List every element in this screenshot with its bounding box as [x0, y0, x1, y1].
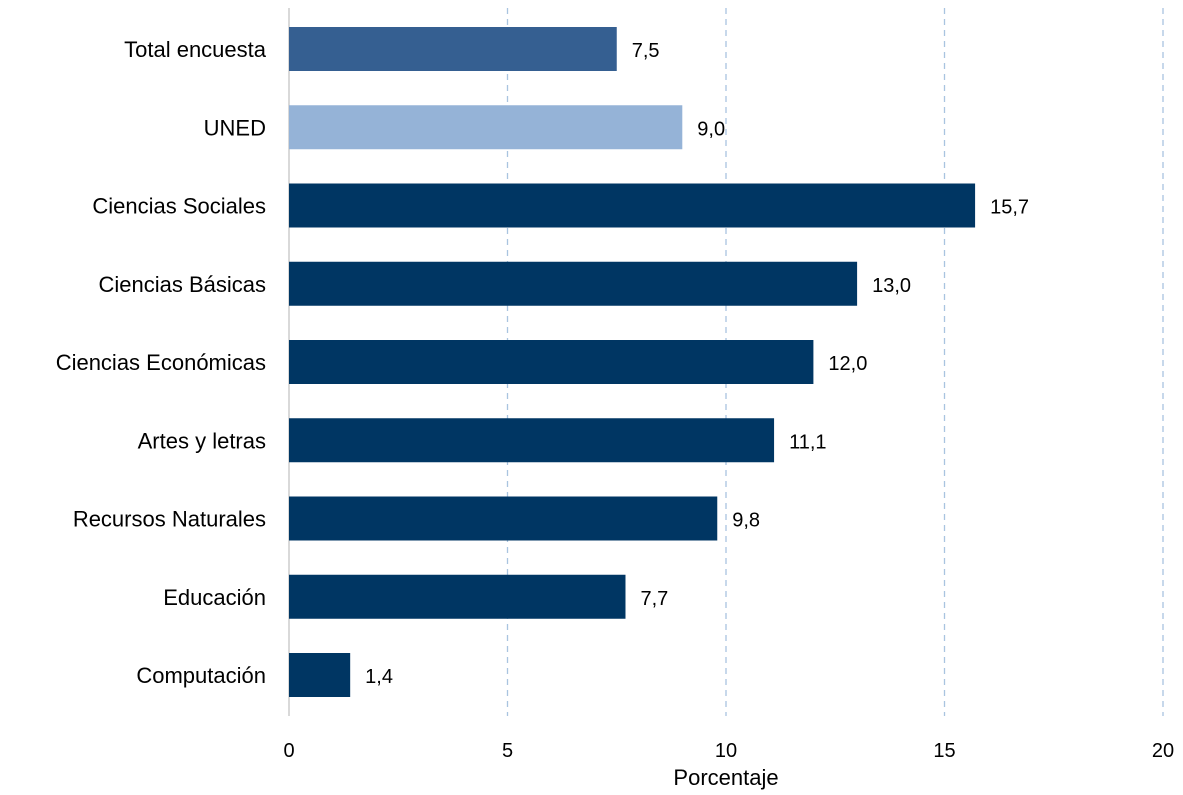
bar — [289, 653, 351, 697]
x-tick-label: 0 — [283, 740, 294, 762]
bar — [289, 496, 718, 541]
bar — [289, 261, 858, 306]
value-label: 7,7 — [640, 588, 668, 610]
value-label: 12,0 — [828, 353, 867, 375]
bar — [289, 418, 775, 463]
bar — [289, 105, 683, 150]
value-label: 9,8 — [732, 510, 760, 532]
value-label: 9,0 — [697, 118, 725, 140]
x-tick-label: 20 — [1152, 740, 1174, 762]
value-label: 1,4 — [365, 666, 393, 688]
value-label: 7,5 — [632, 40, 660, 62]
category-label: Ciencias Sociales — [92, 194, 266, 219]
category-label: UNED — [204, 115, 266, 140]
value-label: 11,1 — [789, 431, 826, 453]
x-axis-title: Porcentaje — [673, 765, 778, 790]
labels-layer: 0 5 10 15 20 Total encuesta 7,5 UNED 9,0 Ciencias… — [56, 37, 1174, 762]
bar — [289, 27, 617, 71]
x-tick-label: 5 — [502, 740, 513, 762]
category-label: Artes y letras — [138, 428, 266, 453]
bar — [289, 183, 976, 228]
bar — [289, 574, 626, 619]
x-tick-label: 10 — [715, 740, 737, 762]
x-tick-label: 15 — [933, 740, 955, 762]
category-label: Recursos Naturales — [73, 507, 266, 532]
value-label: 15,7 — [990, 197, 1029, 219]
value-label: 13,0 — [872, 275, 911, 297]
category-label: Ciencias Económicas — [56, 350, 266, 375]
category-label: Total encuesta — [124, 37, 267, 62]
bars-layer — [289, 27, 976, 697]
category-label: Educación — [163, 585, 266, 610]
category-label: Computación — [136, 663, 266, 688]
bar — [289, 340, 814, 384]
category-label: Ciencias Básicas — [98, 272, 266, 297]
